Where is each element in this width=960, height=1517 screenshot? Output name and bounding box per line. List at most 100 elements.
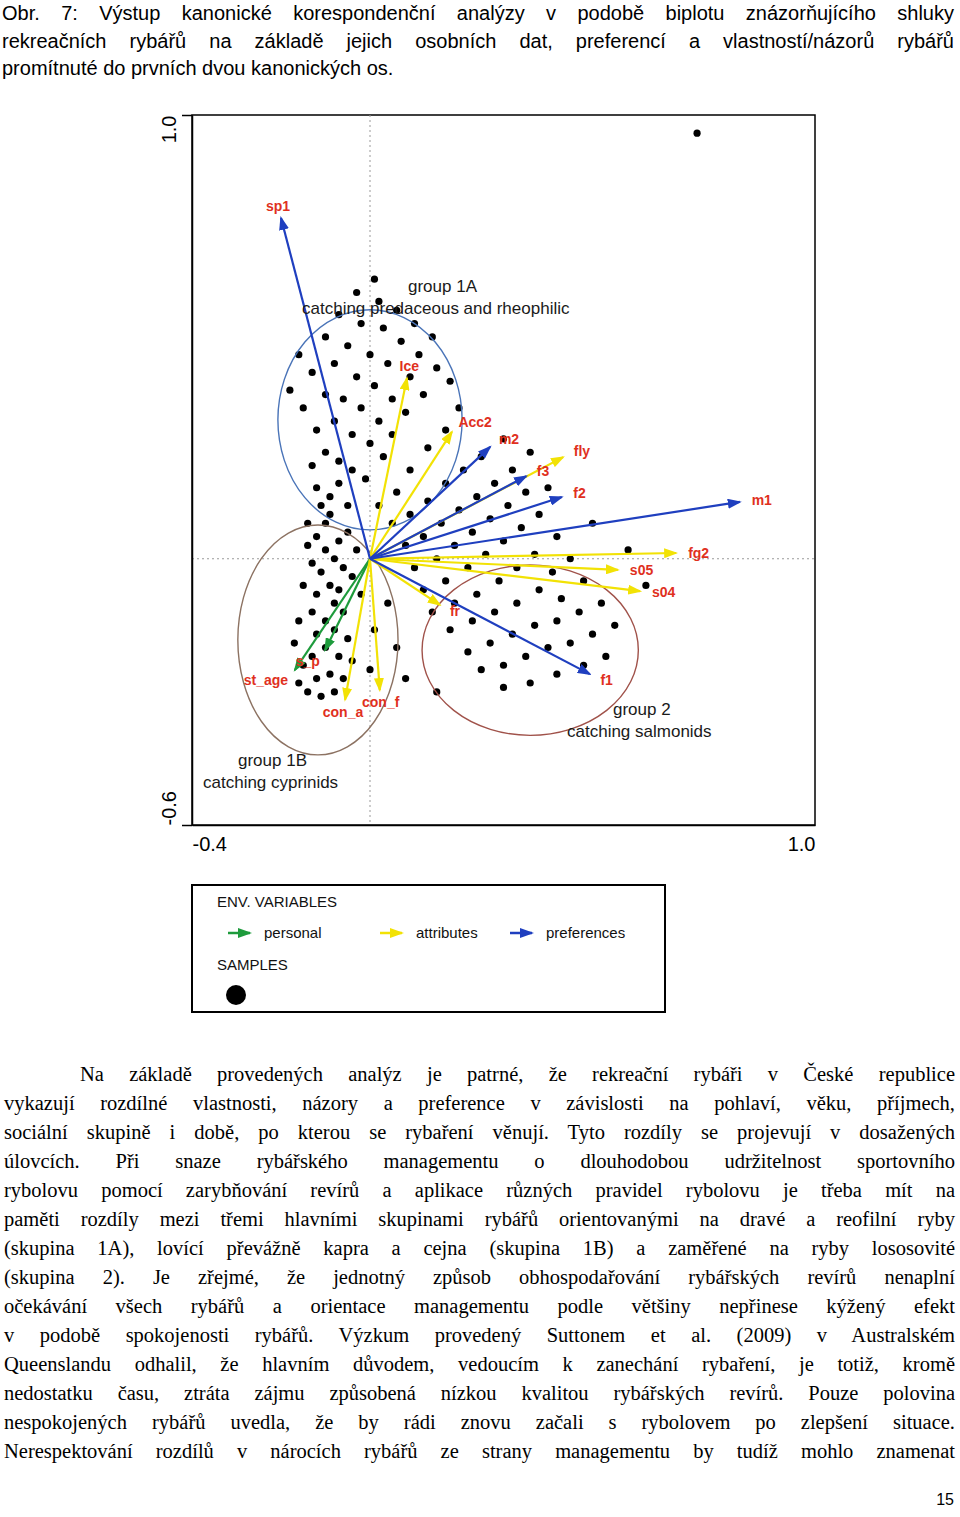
group-subtitle: catching cyprinids: [203, 773, 338, 792]
sample-point: [304, 688, 311, 695]
sample-point: [576, 608, 583, 615]
sample-point: [567, 639, 574, 646]
body-line: v podobě spokojenosti rybářů. Výzkum pro…: [4, 1321, 955, 1350]
sample-point: [295, 617, 302, 624]
sample-point: [420, 391, 427, 398]
sample-point: [415, 351, 422, 358]
sample-point: [384, 600, 391, 607]
sample-point: [313, 426, 320, 433]
plot-area: [192, 115, 815, 825]
page-number: 15: [936, 1491, 954, 1509]
sample-point: [300, 404, 307, 411]
sample-point: [326, 493, 333, 500]
legend: ENV. VARIABLESpersonalattributespreferen…: [192, 885, 665, 1012]
sample-point: [371, 382, 378, 389]
sample-point: [553, 671, 560, 678]
sample-point: [349, 466, 356, 473]
arrow-label: f1: [600, 672, 613, 688]
figure: st_ages_pIceAcc2flyfg2s05s04frcon_acon_f…: [0, 0, 960, 1020]
sample-point: [536, 586, 543, 593]
sample-point: [642, 582, 649, 589]
sample-point: [447, 378, 454, 385]
sample-point: [491, 480, 498, 487]
sample-point: [344, 342, 351, 349]
sample-point: [349, 573, 356, 580]
sample-point: [371, 276, 378, 283]
sample-point: [522, 653, 529, 660]
sample-point: [313, 484, 320, 491]
zero-line-x: [370, 115, 371, 825]
y-axis-line: [192, 116, 194, 826]
sample-point: [380, 324, 387, 331]
sample-point: [580, 662, 587, 669]
sample-point: [304, 542, 311, 549]
body-line: Nerespektování rozdílů v nárocích rybářů…: [4, 1437, 955, 1466]
sample-point: [358, 404, 365, 411]
legend-title: ENV. VARIABLES: [217, 893, 337, 910]
body-line: očekávání všech rybářů a orientace manag…: [4, 1292, 955, 1321]
y-tick: -0.6: [158, 791, 192, 825]
variable-arrow: [325, 559, 370, 650]
sample-point: [322, 333, 329, 340]
sample-point: [527, 679, 534, 686]
sample-point: [469, 529, 476, 536]
sample-point: [335, 653, 342, 660]
sample-point: [504, 502, 511, 509]
arrow-label: s05: [630, 562, 654, 578]
body-line: (skupina 1A), lovící převážně kapra a ce…: [4, 1234, 955, 1263]
sample-point: [500, 662, 507, 669]
caption-line: Obr. 7: Výstup kanonické korespondenční …: [2, 0, 954, 28]
legend-entry: personal: [264, 924, 322, 941]
sample-point: [536, 511, 543, 518]
sample-point: [531, 551, 538, 558]
sample-point: [335, 586, 342, 593]
sample-point: [402, 409, 409, 416]
body-line: paměti rozdíly mezi třemi hlavními skupi…: [4, 1205, 955, 1234]
legend-box: [192, 885, 665, 1012]
samples: [286, 130, 700, 700]
body-text: Na základě provedených analýz je patrné,…: [4, 1060, 955, 1466]
sample-point: [331, 360, 338, 367]
sample-point: [553, 617, 560, 624]
sample-point: [544, 484, 551, 491]
sample-point: [527, 449, 534, 456]
sample-point: [335, 537, 342, 544]
body-line: úlovcích. Při snaze rybářského managemen…: [4, 1147, 955, 1176]
variable-arrow: [370, 559, 380, 690]
sample-point: [393, 489, 400, 496]
legend-entry: attributes: [416, 924, 478, 941]
y-tick-label: -0.6: [158, 791, 180, 825]
variable-arrow: [370, 559, 440, 605]
variable-arrow: [370, 559, 590, 674]
variable-arrow: [370, 553, 676, 559]
arrow-label: m2: [499, 431, 519, 447]
group-subtitle: catching predaceous and rheophilic: [302, 299, 570, 318]
sample-point: [335, 480, 342, 487]
sample-point: [500, 684, 507, 691]
sample-point: [518, 524, 525, 531]
group-title: group 1B: [238, 751, 307, 770]
sample-point: [340, 564, 347, 571]
body-line: nedostatku času, ztráta zájmu způsobená …: [4, 1379, 955, 1408]
sample-point: [389, 395, 396, 402]
arrow-labels: st_ages_pIceAcc2flyfg2s05s04frcon_acon_f…: [244, 198, 772, 719]
sample-point: [478, 666, 485, 673]
sample-point: [693, 130, 700, 137]
sample-point: [313, 533, 320, 540]
variable-arrow: [370, 502, 740, 559]
body-line: Queenslandu odhalil, že hlavním důvodem,…: [4, 1350, 955, 1379]
caption-line: rekreačních rybářů na základě jejich oso…: [2, 28, 954, 56]
sample-point: [424, 444, 431, 451]
body-line: nespokojených rybářů uvedla, že by rádi …: [4, 1408, 955, 1437]
sample-point: [317, 568, 324, 575]
sample-point: [291, 639, 298, 646]
sample-point: [380, 453, 387, 460]
arrow-label: s04: [652, 584, 676, 600]
sample-point: [322, 449, 329, 456]
sample-point: [598, 600, 605, 607]
sample-point: [402, 675, 409, 682]
y-tick-mark: [182, 825, 192, 827]
sample-point: [353, 289, 360, 296]
sample-point: [384, 360, 391, 367]
sample-point: [344, 635, 351, 642]
